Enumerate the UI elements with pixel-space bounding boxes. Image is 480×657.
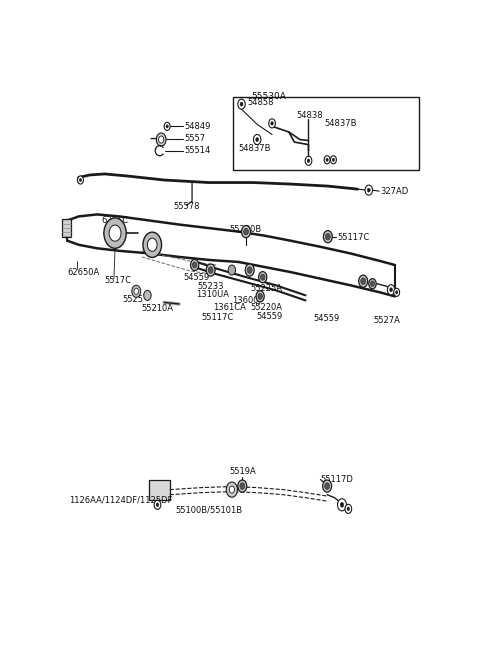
Text: 55117C: 55117C <box>202 313 234 322</box>
Circle shape <box>258 293 263 300</box>
Circle shape <box>305 156 312 166</box>
Circle shape <box>365 185 372 195</box>
Circle shape <box>396 290 398 294</box>
Circle shape <box>156 503 159 507</box>
Text: 55210A: 55210A <box>141 304 173 313</box>
Circle shape <box>253 135 261 145</box>
Text: 55220A: 55220A <box>251 303 282 312</box>
Circle shape <box>394 288 400 296</box>
Text: 55117C: 55117C <box>337 233 370 242</box>
Circle shape <box>324 156 330 164</box>
Text: 62650A: 62650A <box>67 267 100 277</box>
Circle shape <box>241 225 251 238</box>
Text: 54849: 54849 <box>184 122 210 131</box>
Circle shape <box>256 137 259 141</box>
Circle shape <box>229 486 234 493</box>
Circle shape <box>307 159 310 163</box>
Circle shape <box>240 483 245 489</box>
Circle shape <box>147 238 157 252</box>
Circle shape <box>330 156 336 164</box>
Circle shape <box>228 265 236 275</box>
Text: 1126AA/1124DF/1125DF: 1126AA/1124DF/1125DF <box>69 496 173 505</box>
Circle shape <box>143 232 162 258</box>
Circle shape <box>371 281 374 286</box>
Circle shape <box>324 231 332 242</box>
Text: 55117D: 55117D <box>321 475 353 484</box>
Text: 55225A: 55225A <box>251 284 282 293</box>
Circle shape <box>154 500 161 509</box>
Circle shape <box>158 136 164 143</box>
Text: 5525: 5525 <box>122 296 144 304</box>
FancyBboxPatch shape <box>149 480 170 500</box>
Circle shape <box>104 218 126 248</box>
Circle shape <box>271 122 274 125</box>
Circle shape <box>192 262 197 268</box>
Circle shape <box>144 290 151 300</box>
Circle shape <box>367 188 370 192</box>
Circle shape <box>166 125 168 128</box>
Circle shape <box>240 102 243 106</box>
Circle shape <box>77 176 84 184</box>
Text: 327AD: 327AD <box>380 187 408 196</box>
Circle shape <box>259 271 267 283</box>
Bar <box>233 97 419 170</box>
Text: 5527A: 5527A <box>373 316 400 325</box>
Circle shape <box>238 99 245 109</box>
Circle shape <box>226 482 238 497</box>
Circle shape <box>326 158 328 162</box>
Text: 54858: 54858 <box>247 98 274 106</box>
Circle shape <box>247 267 252 273</box>
Text: 54559: 54559 <box>183 273 210 282</box>
Circle shape <box>261 274 265 280</box>
Text: 55514: 55514 <box>184 146 210 155</box>
Circle shape <box>269 119 276 128</box>
Text: 54559: 54559 <box>256 312 283 321</box>
Text: 54559: 54559 <box>313 314 339 323</box>
Circle shape <box>369 279 376 289</box>
Circle shape <box>325 233 330 240</box>
Circle shape <box>134 288 139 294</box>
Circle shape <box>238 480 247 492</box>
Text: 55100B/55101B: 55100B/55101B <box>175 505 242 514</box>
Circle shape <box>359 275 368 287</box>
Circle shape <box>206 264 215 276</box>
Text: 5557: 5557 <box>184 134 205 143</box>
Circle shape <box>332 158 335 162</box>
Text: 13600J: 13600J <box>232 296 261 305</box>
Text: 1310UA: 1310UA <box>196 290 229 299</box>
Circle shape <box>361 278 366 284</box>
Circle shape <box>109 225 121 241</box>
Circle shape <box>245 264 254 276</box>
Circle shape <box>243 228 249 235</box>
Circle shape <box>191 260 199 271</box>
Circle shape <box>156 133 166 146</box>
Circle shape <box>79 179 82 181</box>
Text: 54838: 54838 <box>296 111 323 120</box>
Circle shape <box>208 267 213 273</box>
Text: 6261C: 6261C <box>101 216 128 225</box>
Text: 55230B: 55230B <box>229 225 262 234</box>
Circle shape <box>345 505 352 513</box>
Text: 5517C: 5517C <box>104 276 131 284</box>
FancyBboxPatch shape <box>62 219 71 237</box>
Text: 55233: 55233 <box>198 282 224 291</box>
Circle shape <box>164 122 170 131</box>
Text: 1361CA: 1361CA <box>213 303 246 312</box>
Circle shape <box>337 499 347 511</box>
Text: 55530A: 55530A <box>251 92 286 101</box>
Circle shape <box>387 284 395 295</box>
Text: 54837B: 54837B <box>239 144 271 153</box>
Circle shape <box>256 291 264 302</box>
Circle shape <box>347 507 349 510</box>
Text: 54837B: 54837B <box>324 119 357 128</box>
Circle shape <box>323 480 332 492</box>
Circle shape <box>340 503 344 507</box>
Text: 55578: 55578 <box>173 202 200 211</box>
Circle shape <box>132 285 141 298</box>
Circle shape <box>390 288 393 292</box>
Text: 5519A: 5519A <box>229 467 256 476</box>
Circle shape <box>324 483 330 489</box>
